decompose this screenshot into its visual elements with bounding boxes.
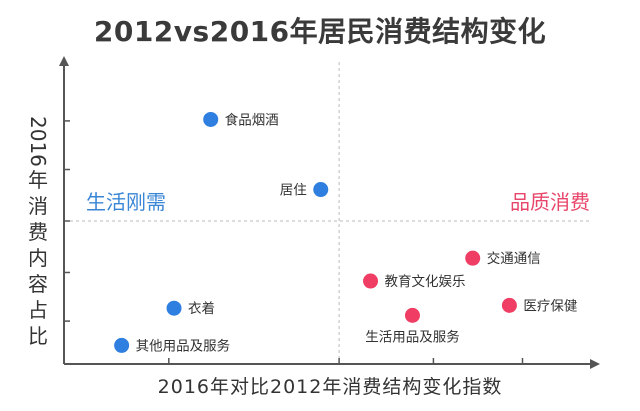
data-point-necessity: [203, 111, 219, 127]
data-point-label: 交通通信: [487, 250, 541, 267]
data-point-quality: [501, 297, 517, 313]
data-point-label: 食品烟酒: [225, 111, 279, 128]
data-point-label: 教育文化娱乐: [385, 274, 466, 290]
y-axis-label: 2016 年消费内容占比: [26, 116, 50, 349]
chart-title: 2012vs2016年居民消费结构变化: [93, 15, 547, 48]
data-point-label: 居住: [280, 183, 307, 199]
quadrant-label-necessity: 生活刚需: [86, 190, 166, 214]
data-point-necessity: [114, 337, 130, 353]
data-point-quality: [465, 250, 481, 266]
data-point-label: 医疗保健: [523, 298, 577, 314]
data-point-label: 衣着: [188, 300, 215, 317]
data-point-necessity: [313, 182, 329, 198]
data-point-necessity: [166, 300, 182, 316]
y-axis-label-text: 年消费内容占比: [28, 167, 48, 348]
x-axis-label: 2016年对比2012年消费结构变化指数: [157, 376, 503, 398]
quadrant-label-quality: 品质消费: [510, 190, 590, 214]
data-point-quality: [363, 273, 379, 289]
data-point-label: 其他用品及服务: [136, 338, 231, 354]
data-point-label: 生活用品及服务: [365, 329, 460, 345]
data-point-quality: [404, 307, 420, 323]
y-axis-label-year: 2016: [26, 116, 50, 167]
x-axis-arrow-icon: [590, 359, 600, 369]
y-axis-arrow-icon: [59, 56, 69, 66]
